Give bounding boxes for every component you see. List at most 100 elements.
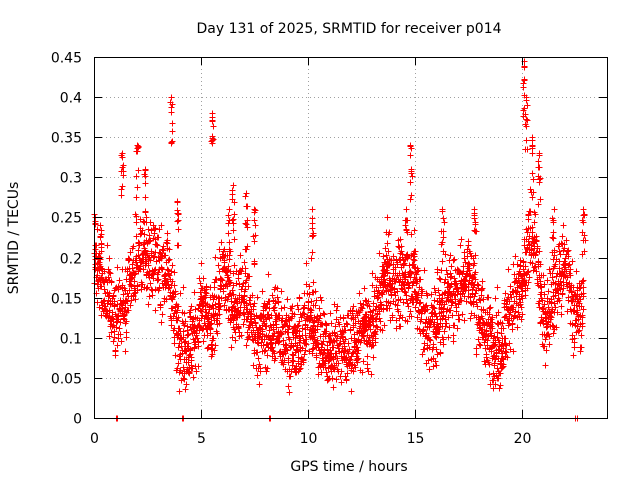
data-point <box>582 237 589 244</box>
data-point <box>407 142 414 149</box>
data-point <box>518 316 525 323</box>
data-point <box>296 366 303 373</box>
data-point <box>494 334 501 341</box>
data-point <box>276 338 283 345</box>
data-point <box>465 260 472 267</box>
data-point <box>455 301 462 308</box>
data-point <box>141 231 148 238</box>
data-point <box>369 282 376 289</box>
data-point <box>450 257 457 264</box>
data-point <box>318 297 325 304</box>
data-point <box>404 318 411 325</box>
data-point <box>180 284 187 291</box>
data-point <box>439 258 446 265</box>
data-point <box>122 348 129 355</box>
data-point <box>142 247 149 254</box>
data-point <box>487 304 494 311</box>
data-point <box>359 369 366 376</box>
data-point <box>343 320 350 327</box>
data-point <box>566 261 573 268</box>
data-point <box>316 315 323 322</box>
data-point <box>162 252 169 259</box>
data-point <box>549 322 556 329</box>
data-point <box>409 173 416 180</box>
data-point <box>187 347 194 354</box>
data-point <box>286 336 293 343</box>
data-point <box>198 260 205 267</box>
data-point <box>577 296 584 303</box>
data-point <box>344 370 351 377</box>
data-point <box>125 307 132 314</box>
data-point <box>278 288 285 295</box>
x-tick-label: 0 <box>90 431 99 447</box>
data-point <box>147 257 154 264</box>
data-point <box>377 302 384 309</box>
data-point <box>215 262 222 269</box>
data-point <box>308 255 315 262</box>
data-point <box>473 299 480 306</box>
data-point <box>289 357 296 364</box>
data-point <box>415 267 422 274</box>
data-point <box>231 262 238 269</box>
data-point <box>310 230 317 237</box>
data-point <box>184 323 191 330</box>
data-point <box>410 256 417 263</box>
data-point <box>246 273 253 280</box>
data-point <box>389 312 396 319</box>
data-point <box>229 217 236 224</box>
data-point <box>263 323 270 330</box>
data-point <box>136 240 143 247</box>
data-point <box>545 288 552 295</box>
data-point <box>279 317 286 324</box>
data-point <box>169 262 176 269</box>
data-point <box>438 228 445 235</box>
x-axis-tick-labels: 0 5 10 15 20 <box>90 431 531 447</box>
data-point <box>408 145 415 152</box>
data-point <box>401 288 408 295</box>
data-point <box>225 212 232 219</box>
data-point <box>381 276 388 283</box>
data-point <box>243 221 250 228</box>
data-point <box>175 242 182 249</box>
data-point <box>533 249 540 256</box>
data-point <box>131 278 138 285</box>
data-point <box>580 284 587 291</box>
data-point <box>271 307 278 314</box>
data-point <box>283 346 290 353</box>
data-point <box>538 284 545 291</box>
data-point <box>172 352 179 359</box>
data-point <box>146 293 153 300</box>
data-point <box>400 261 407 268</box>
data-point <box>301 351 308 358</box>
data-point <box>225 230 232 237</box>
data-point <box>542 362 549 369</box>
data-point <box>142 173 149 180</box>
data-point <box>541 281 548 288</box>
data-point <box>408 270 415 277</box>
data-point <box>443 267 450 274</box>
data-point <box>214 315 221 322</box>
data-point <box>350 303 357 310</box>
data-point <box>295 354 302 361</box>
data-point <box>259 288 266 295</box>
data-point <box>386 305 393 312</box>
data-point <box>118 186 125 193</box>
data-point <box>340 315 347 322</box>
data-point <box>431 305 438 312</box>
data-point <box>157 302 164 309</box>
data-point <box>294 323 301 330</box>
data-point <box>529 134 536 141</box>
data-point <box>115 283 122 290</box>
data-point <box>92 246 99 253</box>
data-point <box>524 285 531 292</box>
data-point <box>483 351 490 358</box>
data-point <box>181 322 188 329</box>
data-point <box>250 233 257 240</box>
data-point <box>427 337 434 344</box>
data-point <box>535 164 542 171</box>
data-point <box>185 340 192 347</box>
data-point <box>116 277 123 284</box>
data-point <box>286 389 293 396</box>
data-point <box>109 315 116 322</box>
data-point <box>152 225 159 232</box>
